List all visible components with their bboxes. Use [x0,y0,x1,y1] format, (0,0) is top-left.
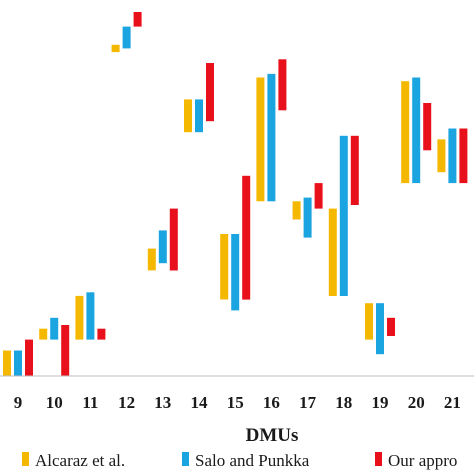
bar-alcaraz-et-al--dmu-19 [365,303,373,340]
legend-swatch [22,452,29,466]
x-axis-title: DMUs [246,425,299,446]
bar-our-approach-dmu-13 [169,208,178,271]
bar-salo-and-punkka-dmu-18 [339,135,348,296]
bar-alcaraz-et-al--dmu-16 [256,77,265,202]
x-tick-label-10: 10 [46,393,63,412]
bar-salo-and-punkka-dmu-17 [303,197,312,238]
bar-salo-and-punkka-dmu-10 [50,317,59,340]
bar-salo-and-punkka-dmu-11 [86,292,95,340]
bar-alcaraz-et-al--dmu-21 [437,139,446,173]
x-tick-label-12: 12 [118,393,135,412]
bar-salo-and-punkka-dmu-14 [195,99,203,133]
legend-item-1: Alcaraz et al. [22,451,125,470]
legend-label: Our appro [388,451,457,470]
bar-our-approach-dmu-12 [133,12,142,27]
bar-alcaraz-et-al--dmu-15 [220,234,229,300]
bar-alcaraz-et-al--dmu-20 [401,81,410,184]
x-tick-label-20: 20 [408,393,425,412]
bar-alcaraz-et-al--dmu-10 [39,328,48,340]
bar-salo-and-punkka-dmu-20 [412,77,421,184]
bar-salo-and-punkka-dmu-13 [158,230,167,264]
legend-swatch [182,452,189,466]
x-tick-label-17: 17 [299,393,317,412]
bar-salo-and-punkka-dmu-9 [14,350,22,376]
x-tick-label-13: 13 [154,393,171,412]
bar-alcaraz-et-al--dmu-14 [184,99,192,133]
bar-our-approach-dmu-15 [242,175,251,300]
x-tick-label-14: 14 [191,393,209,412]
bar-salo-and-punkka-dmu-15 [231,234,240,311]
x-tick-label-18: 18 [335,393,352,412]
legend-item-2: Salo and Punkka [182,451,310,470]
bar-salo-and-punkka-dmu-16 [267,73,276,202]
bar-our-approach-dmu-9 [25,339,33,376]
bar-our-approach-dmu-19 [387,317,395,336]
x-tick-label-11: 11 [82,393,98,412]
bar-our-approach-dmu-18 [350,135,359,205]
bar-alcaraz-et-al--dmu-13 [147,248,156,271]
legend-label: Alcaraz et al. [35,451,125,470]
bar-our-approach-dmu-14 [206,63,214,122]
bar-alcaraz-et-al--dmu-9 [3,350,11,376]
bar-salo-and-punkka-dmu-21 [448,128,457,184]
bar-alcaraz-et-al--dmu-11 [75,295,84,340]
legend-item-3: Our appro [375,451,457,470]
bar-our-approach-dmu-21 [459,128,468,184]
bar-our-approach-dmu-10 [61,325,70,376]
bar-our-approach-dmu-16 [278,59,287,111]
bar-alcaraz-et-al--dmu-12 [111,44,120,53]
x-tick-label-16: 16 [263,393,280,412]
bar-our-approach-dmu-20 [423,103,432,151]
bar-our-approach-dmu-11 [97,328,106,340]
x-tick-label-21: 21 [444,393,461,412]
bar-alcaraz-et-al--dmu-18 [328,208,337,296]
x-tick-label-19: 19 [372,393,389,412]
legend-label: Salo and Punkka [195,451,310,470]
x-tick-label-15: 15 [227,393,244,412]
bar-alcaraz-et-al--dmu-17 [292,201,301,220]
legend-swatch [375,452,382,466]
bar-our-approach-dmu-17 [314,183,323,209]
legend: Alcaraz et al. Salo and Punkka Our appro [22,451,457,470]
x-tick-label-9: 9 [14,393,23,412]
plot-area [3,12,468,376]
bar-salo-and-punkka-dmu-19 [376,303,384,355]
x-tick-labels: 9 10 11 12 13 14 15 16 17 18 19 20 21 [14,393,461,412]
bar-salo-and-punkka-dmu-12 [122,26,131,49]
